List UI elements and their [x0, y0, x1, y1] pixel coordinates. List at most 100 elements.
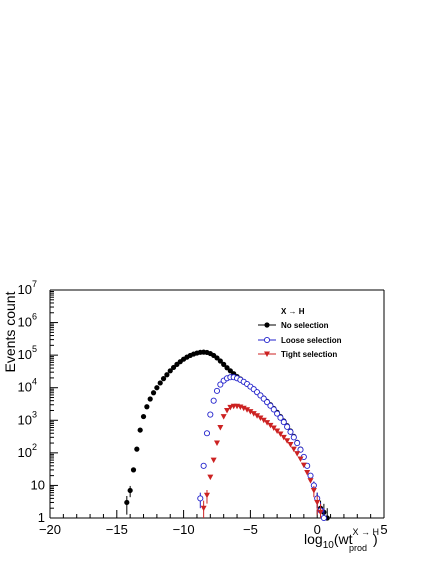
- data-point: [317, 509, 324, 516]
- y-tick-label: 106: [18, 312, 37, 330]
- data-point: [213, 387, 221, 394]
- data-point: [297, 446, 304, 453]
- y-tick-exponent: 6: [32, 312, 37, 322]
- x-title-sup: X → H: [352, 527, 379, 537]
- data-point: [227, 404, 234, 411]
- data-point: [214, 355, 220, 361]
- legend: X → H No selection Loose selection Tight…: [258, 307, 342, 359]
- data-point: [160, 376, 167, 382]
- series-loose-selection: [197, 374, 327, 522]
- data-point: [304, 469, 311, 476]
- data-point: [124, 499, 130, 506]
- data-point: [167, 368, 173, 374]
- data-point: [150, 390, 157, 396]
- data-point: [200, 462, 207, 469]
- x-title-end: ): [373, 531, 378, 547]
- data-point: [217, 381, 224, 388]
- y-tick-label: 107: [18, 279, 37, 297]
- data-point: [277, 431, 284, 437]
- data-point: [270, 406, 277, 413]
- y-tick-base: 10: [18, 412, 32, 427]
- data-point: [200, 505, 207, 512]
- x-tick-label: −5: [243, 522, 258, 537]
- data-point: [207, 474, 214, 481]
- data-point: [217, 358, 223, 364]
- data-point: [257, 415, 264, 421]
- data-point: [294, 451, 301, 457]
- data-point: [320, 514, 327, 522]
- data-point: [147, 396, 153, 402]
- data-point: [307, 478, 314, 484]
- data-marks: [124, 349, 330, 522]
- data-point: [310, 487, 317, 494]
- data-point: [254, 413, 261, 419]
- y-tick-label: 104: [18, 377, 37, 395]
- data-point: [210, 457, 217, 464]
- data-point: [250, 411, 257, 417]
- data-point: [297, 456, 304, 462]
- data-point: [164, 372, 170, 378]
- data-point: [214, 440, 220, 447]
- data-point: [244, 407, 251, 413]
- y-tick-exponent: 5: [32, 344, 37, 354]
- data-point: [247, 409, 254, 415]
- legend-label-tight-selection: Tight selection: [281, 350, 337, 359]
- y-tick-exponent: 7: [32, 279, 37, 289]
- y-tick-base: 10: [18, 315, 32, 330]
- legend-label-no-selection: No selection: [281, 321, 329, 330]
- data-point: [210, 397, 217, 404]
- y-tick-label: 1: [38, 510, 45, 525]
- data-point: [127, 487, 133, 494]
- data-point: [240, 405, 247, 412]
- data-point: [270, 425, 277, 431]
- y-tick-base: 10: [18, 445, 32, 460]
- y-tick-label: 105: [18, 344, 37, 362]
- data-point: [154, 385, 160, 391]
- data-point: [197, 495, 204, 502]
- x-axis-title: log10(wtX → H prod): [304, 527, 379, 553]
- data-point: [307, 472, 314, 479]
- x-tick-label: −10: [173, 522, 195, 537]
- data-point: [207, 411, 214, 418]
- series-tight-selection: [200, 403, 324, 518]
- data-point: [267, 422, 274, 429]
- y-tick-exponent: 4: [32, 377, 37, 387]
- x-tick-label: 5: [380, 522, 387, 537]
- data-point: [314, 499, 321, 506]
- legend-entry-loose-selection: Loose selection: [258, 336, 342, 345]
- data-point: [140, 413, 147, 420]
- data-point: [217, 425, 224, 431]
- data-point: [290, 434, 297, 441]
- data-point: [157, 380, 163, 386]
- x-title-base: log: [304, 531, 323, 547]
- data-point: [203, 430, 211, 437]
- y-tick-label: 102: [18, 442, 37, 460]
- data-point: [220, 414, 227, 420]
- legend-label-loose-selection: Loose selection: [281, 336, 342, 345]
- data-point: [130, 467, 137, 473]
- data-point: [290, 446, 297, 453]
- legend-header: X → H: [281, 307, 305, 316]
- y-tick-base: 10: [18, 282, 32, 297]
- legend-marker-no-selection: [264, 322, 270, 328]
- x-title-sub1: 10: [323, 540, 335, 551]
- data-point: [134, 446, 140, 452]
- data-point: [224, 365, 230, 371]
- plot-frame: [49, 289, 385, 519]
- x-tick-label: 0: [314, 522, 321, 537]
- data-point: [280, 434, 287, 441]
- y-tick-exponent: 3: [32, 409, 37, 419]
- legend-marker-tight-selection: [264, 351, 270, 357]
- x-tick-label: −15: [106, 522, 128, 537]
- y-tick-base: 10: [18, 380, 32, 395]
- legend-entry-no-selection: No selection: [258, 321, 329, 330]
- legend-entry-tight-selection: Tight selection: [258, 350, 337, 359]
- data-point: [221, 361, 227, 367]
- data-point: [287, 428, 294, 435]
- data-point: [284, 438, 291, 444]
- x-tick-label: −20: [39, 522, 61, 537]
- y-tick-label: 103: [18, 409, 37, 427]
- data-point: [274, 410, 281, 417]
